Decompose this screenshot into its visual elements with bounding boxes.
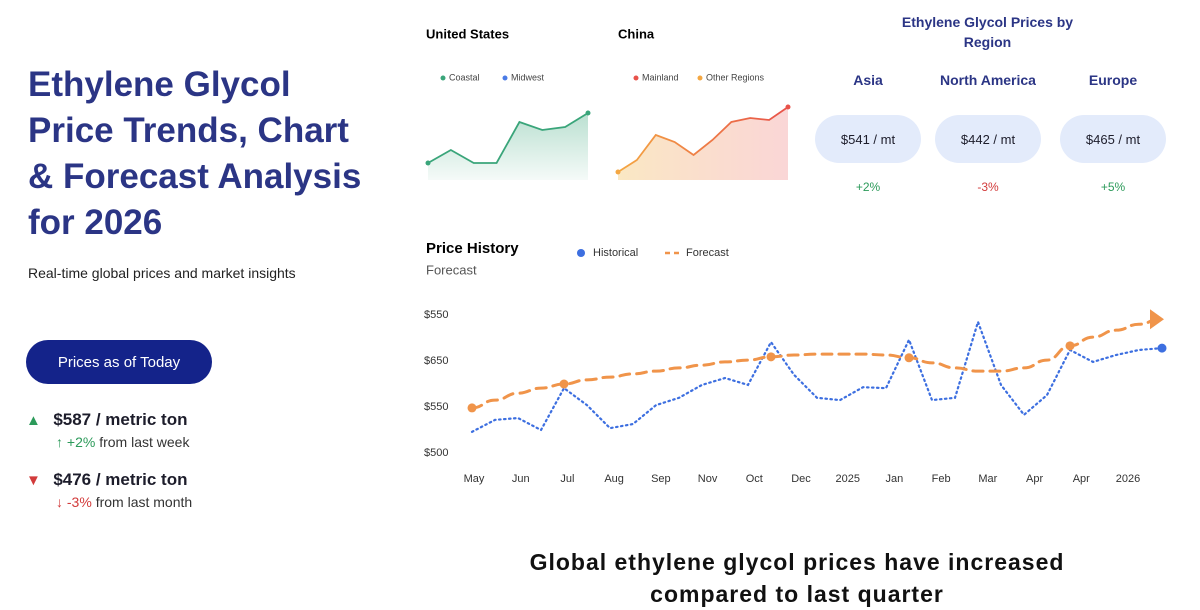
x-tick-label: Jan (886, 473, 904, 485)
x-tick-label: Dec (791, 473, 811, 485)
point-marker (904, 353, 914, 363)
x-tick-label: Apr (1073, 473, 1090, 485)
legend-dot (697, 75, 703, 81)
end-dot (785, 104, 791, 110)
footer-text: Global ethylene glycol prices have incre… (529, 549, 1065, 607)
x-tick-label: Mar (978, 473, 997, 485)
legend-dot (440, 75, 446, 81)
change-period: from last week (99, 434, 190, 450)
point-marker (1065, 341, 1075, 351)
x-tick-label: May (464, 473, 485, 485)
forecast-arrow (1150, 309, 1164, 330)
change-period: from last month (95, 494, 193, 510)
legend-label: Forecast (686, 247, 729, 259)
region-change: +2% (855, 180, 881, 194)
regions-title: Ethylene Glycol Prices by Region (901, 14, 1074, 50)
x-tick-label: Nov (698, 473, 718, 485)
legend-label: Coastal (449, 72, 480, 82)
legend-label: Other Regions (706, 72, 765, 82)
point-marker (1157, 343, 1167, 353)
region-price: $465 / mt (1060, 115, 1166, 163)
x-tick-label: Jun (512, 473, 530, 485)
point-marker (766, 352, 776, 362)
region-name: North America (940, 72, 1036, 88)
region-price: $541 / mt (815, 115, 921, 163)
x-tick-label: Aug (604, 473, 624, 485)
point-marker (559, 379, 569, 389)
region-change: +5% (1100, 180, 1126, 194)
chart-title: China (618, 26, 655, 41)
x-tick-label: Sep (651, 473, 671, 485)
region-name: Asia (853, 72, 883, 88)
price-change: ↑ +2% from last week (56, 434, 189, 450)
series-line (470, 318, 1164, 433)
legend-label: Midwest (511, 72, 545, 82)
legend-dot (577, 249, 585, 257)
price-item: ▲ $587 / metric ton ↑ +2% from last week (26, 410, 189, 450)
y-label: $500 (424, 447, 448, 459)
series-line (427, 112, 589, 164)
region-price: $442 / mt (935, 115, 1041, 163)
change-value: +2% (66, 434, 96, 450)
legend-dot (633, 75, 639, 81)
price-item: ▼ $476 / metric ton ↓ -3% from last mont… (26, 470, 192, 510)
x-tick-label: Jul (560, 473, 574, 485)
x-tick-label: 2026 (1116, 473, 1140, 485)
x-tick-label: Oct (746, 473, 763, 485)
page-subtitle: Real-time global prices and market insig… (28, 265, 296, 281)
x-tick-label: Apr (1026, 473, 1043, 485)
legend-label: Mainland (642, 72, 679, 82)
point-marker (467, 403, 477, 413)
region-name: Europe (1088, 72, 1138, 88)
page-title: Ethylene Glycol Price Trends, Chart & Fo… (28, 65, 362, 242)
price-value: $476 / metric ton (53, 470, 188, 489)
series-line (470, 316, 1164, 410)
y-label: $550 (424, 309, 448, 321)
down-icon: ▼ (26, 472, 41, 489)
area-fill (618, 107, 788, 180)
series-line (617, 106, 789, 173)
end-dot (585, 110, 591, 116)
start-dot (615, 169, 621, 175)
x-tick-label: 2025 (835, 473, 859, 485)
arrow-icon: ↓ (56, 494, 63, 510)
legend-label: Historical (593, 247, 638, 259)
price-value: $587 / metric ton (53, 410, 188, 429)
y-label: $650 (424, 355, 448, 367)
chart-title: United States (426, 26, 509, 41)
legend-dot (502, 75, 508, 81)
start-dot (425, 160, 431, 166)
chart-subtitle: Forecast (426, 262, 477, 277)
x-tick-label: Feb (932, 473, 951, 485)
y-label: $550 (424, 401, 448, 413)
chart-title: Price History (426, 240, 519, 257)
prices-button[interactable]: Prices as of Today (26, 340, 212, 384)
area-fill (428, 113, 588, 180)
region-change: -3% (977, 180, 999, 194)
change-value: -3% (66, 494, 92, 510)
arrow-icon: ↑ (56, 434, 63, 450)
up-icon: ▲ (26, 412, 41, 429)
price-change: ↓ -3% from last month (56, 494, 192, 510)
